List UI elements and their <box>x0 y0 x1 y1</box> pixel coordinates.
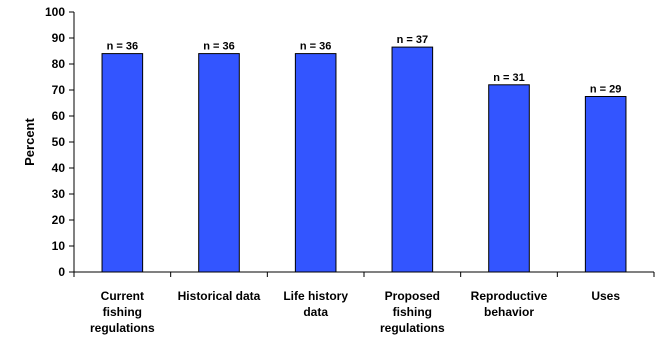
bar <box>101 53 144 273</box>
y-tick-label: 50 <box>52 135 66 149</box>
x-tick-label: behavior <box>484 305 534 319</box>
x-tick-label: Life history <box>283 289 348 303</box>
y-tick-label: 100 <box>45 5 65 19</box>
y-axis: 0 10 20 30 40 50 60 70 80 90 100 <box>45 5 75 279</box>
x-tick-label: Uses <box>591 289 620 303</box>
x-tick-label: fishing <box>103 305 142 319</box>
x-tick-label: Current <box>101 289 144 303</box>
y-tick-label: 60 <box>52 109 66 123</box>
data-label: n = 31 <box>493 72 525 84</box>
bar <box>488 84 530 273</box>
y-tick-label: 10 <box>52 239 66 253</box>
bar <box>294 53 337 273</box>
data-labels: n = 36 n = 36 n = 36 n = 37 n = 31 n = 29 <box>107 34 622 95</box>
y-tick-label: 40 <box>52 161 66 175</box>
y-tick-label: 0 <box>58 265 65 279</box>
x-tick-label: data <box>303 305 328 319</box>
y-tick-label: 20 <box>52 213 66 227</box>
x-tick-label: Historical data <box>178 289 261 303</box>
data-label: n = 29 <box>590 84 622 96</box>
x-tick-label: Proposed <box>385 289 440 303</box>
y-tick-label: 30 <box>52 187 66 201</box>
x-tick-label: fishing <box>393 305 432 319</box>
bars <box>101 46 627 273</box>
y-tick-label: 90 <box>52 31 66 45</box>
y-tick-label: 80 <box>52 57 66 71</box>
x-tick-label: Reproductive <box>471 289 548 303</box>
bar <box>584 96 627 273</box>
data-label: n = 36 <box>107 41 139 53</box>
data-label: n = 36 <box>300 41 332 53</box>
bar <box>198 53 240 273</box>
y-tick-label: 70 <box>52 83 66 97</box>
x-tick-label: regulations <box>380 321 445 335</box>
data-label: n = 36 <box>203 41 235 53</box>
bar <box>391 46 434 273</box>
data-label: n = 37 <box>397 34 429 46</box>
x-axis: Current fishing regulations Historical data… <box>73 271 655 335</box>
x-tick-label: regulations <box>90 321 155 335</box>
y-axis-title: Percent <box>22 117 37 165</box>
